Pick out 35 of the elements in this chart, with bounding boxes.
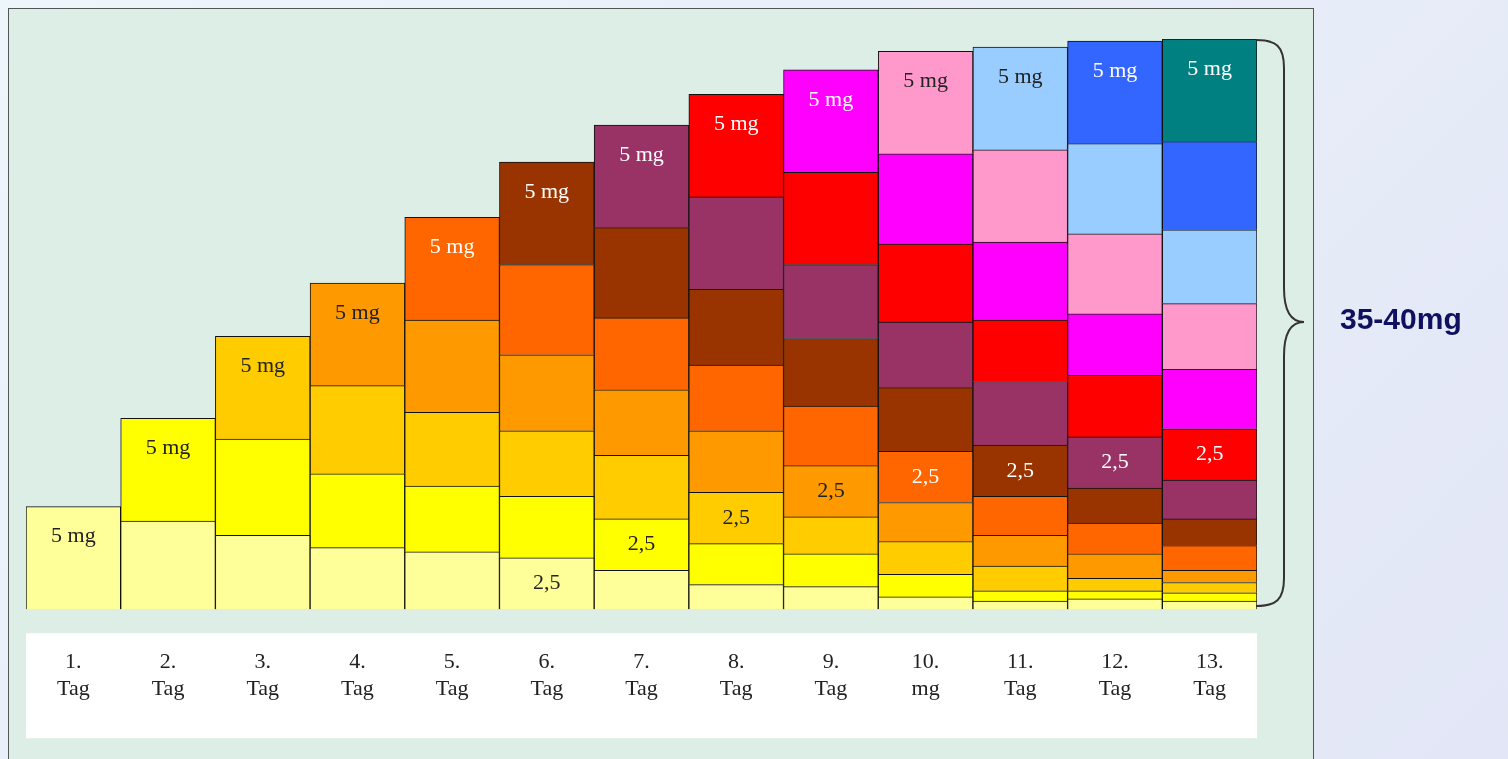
data-label: 2,5 <box>817 477 845 503</box>
data-label: 5 mg <box>145 434 191 460</box>
x-tick-label: 1. Tag <box>57 648 90 700</box>
x-tick-label: 8. Tag <box>719 648 753 700</box>
x-tick-label: 3. Tag <box>246 648 280 700</box>
data-label: 2,5 <box>1101 448 1129 474</box>
data-label: 5 mg <box>1092 56 1138 82</box>
data-label: 2,5 <box>911 462 940 488</box>
x-tick-label: 5. Tag <box>435 648 469 700</box>
data-label: 2,5 <box>1195 440 1224 466</box>
data-label: 5 mg <box>1187 54 1232 80</box>
x-tick-label: 11. Tag <box>1003 648 1037 700</box>
data-label: 5 mg <box>997 62 1043 88</box>
x-tick-label: 4. Tag <box>341 648 374 700</box>
data-label: 5 mg <box>619 140 664 166</box>
x-tick-label: 12. Tag <box>1098 648 1132 700</box>
data-label: 5 mg <box>429 233 475 259</box>
x-tick-label: 6. Tag <box>530 648 564 700</box>
x-tick-label: 9. Tag <box>814 648 848 700</box>
x-tick-label: 10. mg <box>911 648 940 700</box>
data-label: 5 mg <box>335 298 380 324</box>
data-label: 2,5 <box>722 503 750 529</box>
data-label: 2,5 <box>533 569 561 595</box>
data-label: 5 mg <box>808 85 854 111</box>
x-tick-label: 2. Tag <box>151 648 185 700</box>
x-tick-label: 13. Tag <box>1193 648 1226 700</box>
data-label: 2,5 <box>1006 456 1035 482</box>
text: 35-40mg <box>1340 302 1462 336</box>
data-label: 5 mg <box>524 177 570 203</box>
data-label: 5 mg <box>51 522 96 548</box>
data-label: 5 mg <box>713 110 759 136</box>
data-label: 5 mg <box>240 352 286 378</box>
x-tick-label: 7. Tag <box>625 648 658 700</box>
data-label: 5 mg <box>903 67 948 93</box>
data-label: 2,5 <box>627 530 656 556</box>
